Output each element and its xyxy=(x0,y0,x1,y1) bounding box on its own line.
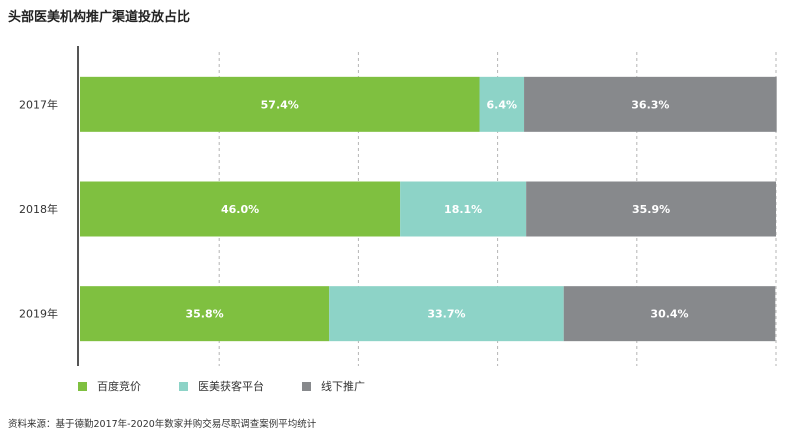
bar-data-label: 35.9% xyxy=(632,203,670,216)
bar-data-label: 57.4% xyxy=(261,98,299,111)
bar-segment xyxy=(329,286,564,342)
legend-label-baidu: 百度竞价 xyxy=(97,380,141,393)
legend-item-baidu: 百度竞价 xyxy=(78,378,141,394)
bar-data-label: 30.4% xyxy=(650,308,688,321)
legend-item-offline: 线下推广 xyxy=(302,378,365,394)
legend-label-offline: 线下推广 xyxy=(321,380,365,393)
legend-swatch-offline xyxy=(302,381,311,391)
bar-data-label: 36.3% xyxy=(631,98,669,111)
bar-data-label: 33.7% xyxy=(427,308,465,321)
source-note: 资料来源：基于德勤2017年-2020年数家并购交易尽职调查案例平均统计 xyxy=(8,419,317,430)
category-tick-label: 2018年 xyxy=(19,202,58,216)
bar-data-label: 18.1% xyxy=(444,203,482,216)
bar-data-label: 46.0% xyxy=(221,203,259,216)
bar-segment xyxy=(526,181,776,237)
bar-segment xyxy=(400,181,527,237)
category-tick-label: 2019年 xyxy=(19,307,58,321)
bar-data-label: 6.4% xyxy=(487,98,518,111)
bar-segment xyxy=(479,76,525,132)
bar-data-label: 35.8% xyxy=(185,308,223,321)
bar-segment xyxy=(80,286,330,342)
bar-segment xyxy=(80,76,480,132)
legend-swatch-baidu xyxy=(78,381,87,391)
bar-segment xyxy=(524,76,777,132)
legend-label-platform: 医美获客平台 xyxy=(198,380,264,393)
chart-title: 头部医美机构推广渠道投放占比 xyxy=(8,10,191,25)
chart-area: 57.4% 6.4% 36.3% 2017年 46.0% 18.1% 35.9% 2018年 3… xyxy=(19,46,777,366)
category-tick-label: 2017年 xyxy=(19,97,58,111)
legend: 百度竞价 医美获客平台 线下推广 xyxy=(78,378,403,394)
legend-swatch-platform xyxy=(179,381,188,391)
bar-segment xyxy=(80,181,401,237)
legend-item-platform: 医美获客平台 xyxy=(179,378,264,394)
bar-segment xyxy=(563,286,776,342)
